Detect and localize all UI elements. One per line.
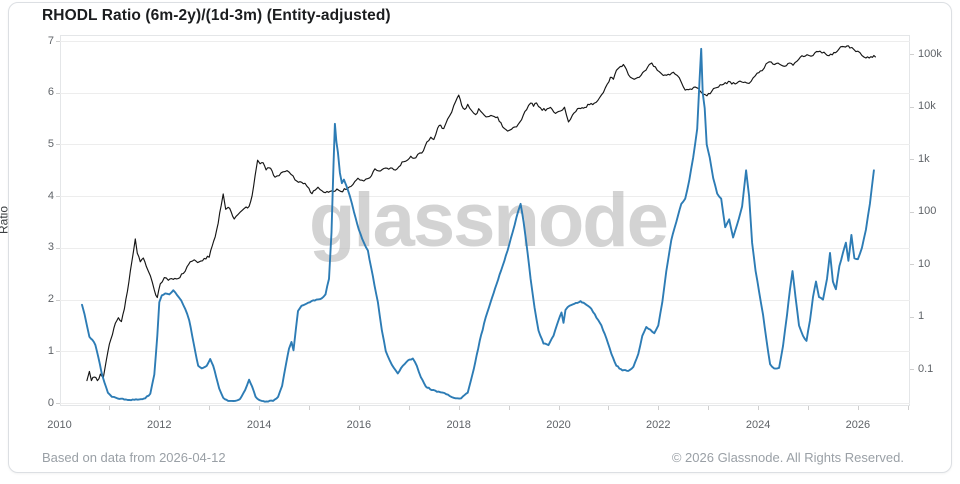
y-axis-right-tick	[910, 106, 914, 108]
y-axis-right-tick-label: 100k	[918, 47, 942, 60]
y-axis-right-tick	[910, 54, 914, 55]
y-axis-right-tick-label: 0.1	[918, 362, 934, 375]
y-axis-tick	[56, 299, 60, 301]
y-axis-right-tick-label: 10	[918, 257, 931, 270]
plot-area-border	[60, 35, 910, 406]
y-axis-tick-label: 7	[47, 34, 54, 47]
gridline	[60, 144, 910, 146]
y-axis-tick	[56, 41, 60, 43]
gridline	[60, 247, 910, 249]
y-axis-tick	[56, 403, 60, 404]
x-axis-tick-label: 2010	[47, 419, 72, 431]
x-axis-tick	[309, 406, 310, 410]
y-axis-tick-label: 4	[47, 189, 54, 202]
x-axis-tick	[558, 406, 560, 410]
series-line-rhodl-ratio[interactable]	[81, 47, 875, 403]
x-axis-tick-label: 2016	[346, 419, 372, 431]
x-axis-tick	[608, 406, 610, 410]
x-axis-tick-label: 2022	[646, 419, 671, 431]
y-axis-tick-label: 5	[47, 137, 54, 150]
y-axis-right-tick-label: 1k	[918, 152, 930, 165]
y-axis-right-tick	[910, 211, 914, 213]
x-axis-tick	[458, 406, 460, 410]
gridline	[60, 41, 910, 43]
y-axis-right-tick	[910, 264, 914, 265]
x-axis-tick	[109, 406, 111, 410]
y-axis-tick	[56, 92, 60, 94]
x-axis-tick	[808, 406, 809, 410]
y-axis-tick	[56, 351, 60, 353]
x-axis-tick	[209, 406, 211, 410]
y-axis-tick	[56, 144, 60, 146]
x-axis-tick	[159, 406, 161, 410]
x-axis-tick-label: 2024	[745, 419, 771, 431]
y-axis-right-tick-label: 1	[918, 310, 925, 322]
x-axis-tick	[259, 406, 261, 410]
y-axis-tick-label: 1	[47, 344, 54, 357]
left-axis-title: Ratio	[0, 205, 11, 235]
x-axis-tick	[907, 406, 909, 410]
gridline	[60, 92, 910, 94]
y-axis-tick-label: 6	[47, 86, 54, 99]
page-title: RHODL Ratio (6m-2y)/(1d-3m) (Entity-adju…	[42, 7, 391, 24]
glassnode-watermark: glassnode	[309, 178, 669, 264]
y-axis-tick-label: 3	[47, 241, 54, 254]
gridline	[60, 196, 910, 198]
copyright-note: © 2026 Glassnode. All Rights Reserved.	[671, 450, 904, 465]
x-axis-tick	[508, 406, 510, 410]
x-axis-tick	[758, 406, 760, 410]
x-axis-tick-label: 2014	[246, 419, 272, 431]
data-source-note: Based on data from 2026-04-12	[42, 450, 226, 465]
x-axis-tick	[708, 406, 710, 410]
x-axis-tick-label: 2012	[147, 419, 172, 431]
x-axis-tick-label: 2026	[845, 419, 871, 431]
series-line-price[interactable]	[86, 45, 876, 382]
gridline	[60, 299, 910, 301]
gridline	[60, 403, 910, 404]
x-axis-tick-label: 2018	[446, 419, 471, 431]
x-axis-tick	[408, 406, 410, 410]
y-axis-tick-label: 0	[47, 396, 54, 409]
y-axis-right-tick	[910, 316, 914, 318]
x-axis-tick-label: 2020	[546, 419, 571, 431]
y-axis-tick	[56, 247, 60, 249]
y-axis-right-tick	[910, 159, 914, 160]
x-axis-tick	[358, 406, 360, 410]
y-axis-tick	[56, 196, 60, 198]
y-axis-right-tick-label: 10k	[918, 100, 936, 112]
y-axis-tick-label: 2	[47, 293, 54, 306]
gridline	[60, 351, 910, 353]
x-axis-tick	[857, 406, 859, 410]
y-axis-right-tick	[910, 369, 914, 370]
y-axis-right-tick-label: 100	[918, 205, 937, 217]
x-axis-tick	[658, 406, 660, 410]
